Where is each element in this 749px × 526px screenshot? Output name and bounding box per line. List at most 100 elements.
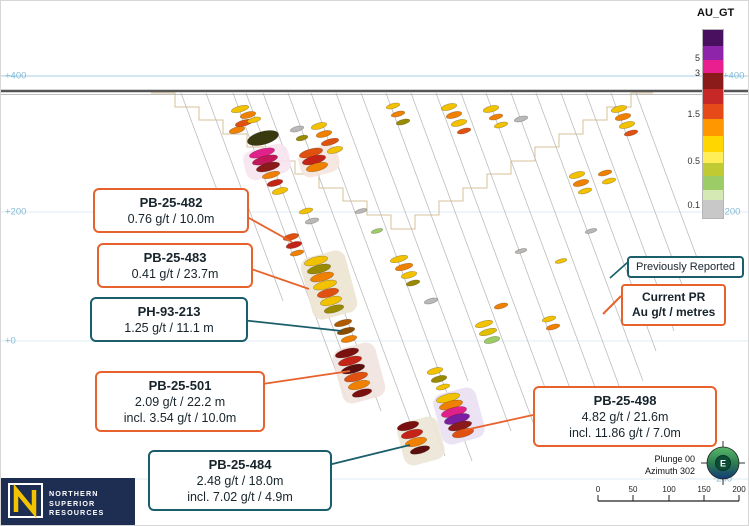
assay-interval-disc	[289, 249, 305, 257]
drillhole-id: PB-25-482	[139, 195, 203, 210]
drillhole-id: PB-25-483	[143, 250, 207, 265]
legend-previously-reported: Previously Reported	[627, 256, 745, 278]
assay-interval: 2.09 g/t / 22.2 m	[134, 395, 226, 409]
au-color-segment	[703, 119, 723, 136]
assay-interval-disc	[310, 271, 334, 283]
assay-interval-disc	[445, 111, 463, 119]
azimuth-label: Azimuth 302	[644, 466, 695, 476]
assay-interval-disc	[584, 228, 598, 234]
assay-interval-disc	[230, 104, 250, 114]
drill-trace	[410, 92, 541, 442]
company-logo: NORTHERN SUPERIOR RESOURCES	[1, 478, 135, 525]
assay-interval-disc	[426, 367, 444, 375]
assay-interval: 0.76 g/t / 10.0m	[127, 212, 215, 226]
drill-trace	[435, 92, 562, 432]
assay-interval-disc	[307, 263, 331, 275]
au-gt-color-legend: AU_GT 5 3 1.5 0.5 0.1	[673, 7, 748, 222]
assay-interval-disc	[354, 208, 368, 214]
assay-interval-disc	[452, 427, 474, 439]
au-color-segment	[703, 104, 723, 119]
au-color-segment	[703, 152, 723, 163]
au-color-segment	[703, 60, 723, 73]
callout-pb-25-482: PB-25-482 0.76 g/t / 10.0m	[93, 188, 249, 233]
assay-interval-disc	[313, 279, 337, 291]
callout-pb-25-483: PB-25-483 0.41 g/t / 23.7m	[97, 243, 253, 288]
assay-interval-included: incl. 3.54 g/t / 10.0m	[123, 411, 237, 425]
drillhole-id: PB-25-484	[208, 457, 272, 472]
logo-mark-icon	[8, 483, 43, 519]
callout-leader-line	[231, 318, 343, 332]
assay-interval-disc	[261, 170, 281, 180]
assay-interval-disc	[304, 255, 328, 267]
au-tick-label: 3	[694, 68, 700, 78]
au-tick-label: 5	[694, 53, 700, 63]
au-color-segment	[703, 176, 723, 190]
assay-interval-disc	[597, 169, 613, 177]
assay-interval-disc	[601, 177, 617, 185]
au-tick-label: 0.1	[687, 200, 700, 210]
assay-interval-disc	[610, 105, 628, 113]
assay-interval-disc	[488, 113, 504, 121]
callout-leader-line	[464, 414, 534, 431]
callout-leader-line	[248, 370, 351, 387]
drill-trace	[635, 92, 704, 275]
au-color-segment	[703, 73, 723, 89]
assay-interval: 2.48 g/t / 18.0m	[196, 474, 284, 488]
assay-interval-disc	[338, 355, 362, 367]
drill-trace	[485, 92, 616, 442]
legend-sample-line-previous	[609, 261, 629, 279]
assay-interval-disc	[306, 161, 328, 173]
scale-label: 200	[732, 485, 746, 494]
plunge-label: Plunge 00	[654, 454, 695, 464]
au-gt-color-bar	[702, 29, 724, 219]
drillhole-id: PH-93-213	[137, 304, 201, 319]
assay-interval-disc	[456, 127, 472, 135]
assay-interval-disc	[568, 171, 586, 179]
view-orientation-info: Plunge 00 Azimuth 302	[629, 453, 695, 477]
assay-interval-disc	[385, 102, 401, 110]
assay-interval-disc	[618, 121, 636, 129]
assay-interval-disc	[541, 315, 557, 323]
assay-interval-disc	[572, 179, 590, 187]
assay-interval-disc	[351, 388, 373, 398]
elevation-label: +0	[5, 335, 16, 347]
assay-interval-disc	[614, 113, 632, 121]
assay-interval-disc	[298, 207, 314, 215]
assay-interval-disc	[344, 371, 368, 383]
assay-interval-disc	[409, 445, 431, 455]
assay-interval-disc	[304, 217, 320, 225]
au-gt-legend-title: AU_GT	[697, 7, 735, 19]
assay-interval-disc	[239, 111, 257, 119]
assay-interval-disc	[315, 130, 333, 138]
drill-trace	[385, 92, 512, 432]
elevation-label: +200	[719, 206, 741, 218]
assay-interval-disc	[405, 279, 421, 287]
au-color-segment	[703, 200, 723, 218]
elevation-label: +400	[723, 70, 745, 82]
legend-current-pr: Current PR Au g/t / metres	[621, 284, 727, 326]
assay-interval-disc	[482, 105, 500, 113]
legend-current-pr-units: Au g/t / metres	[632, 305, 716, 319]
assay-interval-disc	[478, 327, 498, 337]
assay-interval-disc	[285, 241, 303, 249]
assay-interval-disc	[545, 323, 561, 331]
legend-current-pr-label: Current PR	[642, 290, 706, 304]
assay-interval-disc	[423, 297, 439, 305]
assay-interval-disc	[310, 122, 328, 130]
assay-interval-disc	[395, 118, 411, 126]
assay-interval-disc	[577, 187, 593, 195]
elevation-label: +400	[5, 70, 27, 82]
drillhole-id: PB-25-501	[148, 378, 212, 393]
assay-interval-disc	[435, 383, 451, 391]
assay-interval-disc	[247, 130, 279, 146]
assay-interval-disc	[370, 228, 384, 234]
assay-interval-disc	[333, 318, 353, 328]
assay-interval-disc	[335, 347, 359, 359]
scale-label: 0	[595, 485, 601, 494]
assay-interval-disc	[266, 179, 284, 187]
au-color-segment	[703, 46, 723, 60]
assay-interval-disc	[326, 146, 344, 154]
assay-interval-disc	[271, 187, 289, 195]
orientation-compass[interactable]: E	[701, 441, 745, 485]
assay-interval-disc	[430, 375, 448, 383]
